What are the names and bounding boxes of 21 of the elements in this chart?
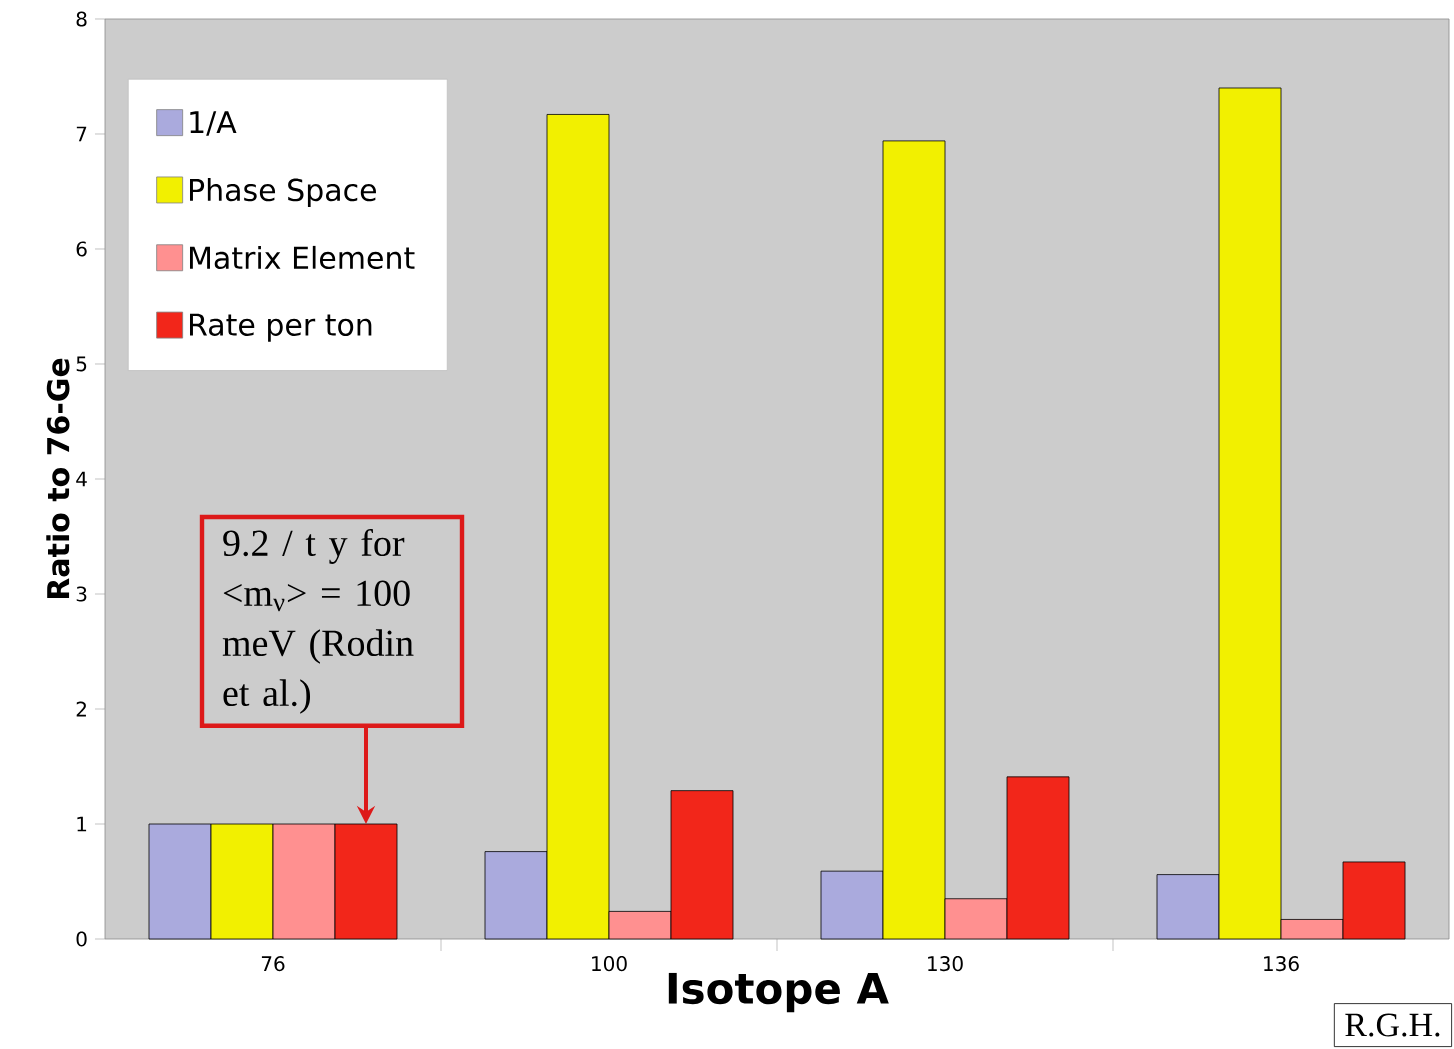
- y-tick-label: 2: [76, 701, 86, 717]
- x-tick-label: 100: [592, 956, 627, 972]
- x-tick-label: 130: [928, 956, 963, 972]
- x-axis-title: Isotope A: [668, 972, 889, 1013]
- y-axis-title: Ratio to 76-Ge: [46, 358, 70, 599]
- text: R.G.H.: [1345, 1013, 1440, 1037]
- y-tick-label: 7: [76, 126, 87, 142]
- legend-label: Phase Space: [190, 178, 376, 208]
- x-tick-label: 76: [261, 956, 285, 972]
- annotation: 9.2 / t y for <m$_{ν}$> = 100 meV (Rodin et al.): [222, 528, 414, 714]
- y-tick-label: 1: [77, 816, 87, 832]
- legend-label: Rate per ton: [190, 313, 372, 342]
- legend-label: 1/A: [190, 111, 237, 136]
- x-tick-label: 136: [1264, 956, 1299, 972]
- y-tick-label: 3: [76, 586, 87, 602]
- y-tick-label: 0: [76, 931, 87, 947]
- y-tick-label: 5: [76, 356, 87, 372]
- legend-label: Matrix Element: [190, 245, 415, 270]
- y-tick-label: 4: [76, 471, 87, 487]
- y-tick-label: 6: [76, 241, 87, 257]
- y-tick-label: 8: [76, 11, 87, 27]
